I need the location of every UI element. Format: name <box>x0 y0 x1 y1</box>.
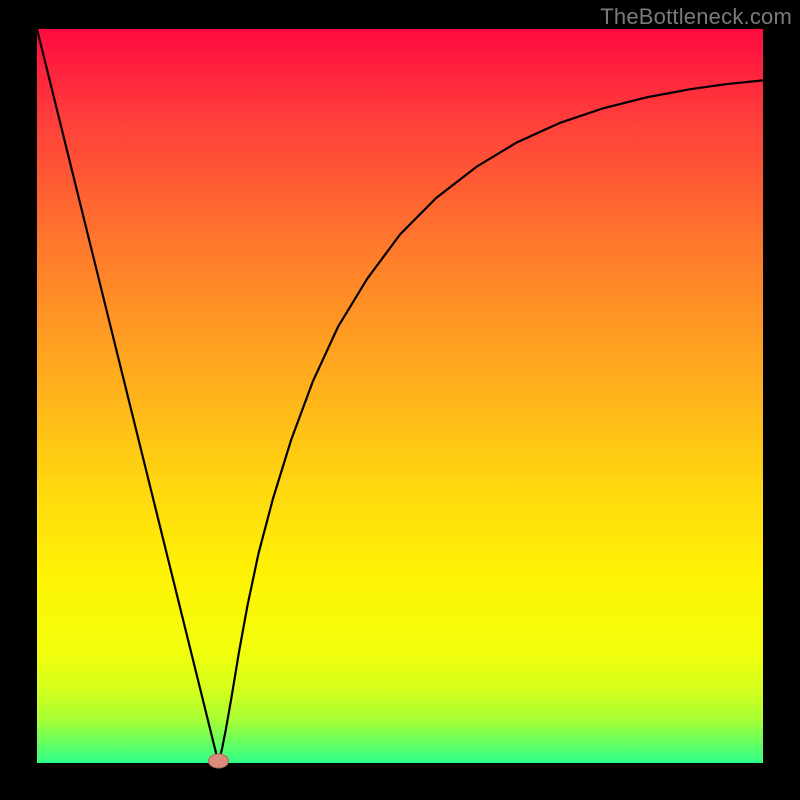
watermark-text: TheBottleneck.com <box>600 4 792 30</box>
plot-area <box>37 29 763 763</box>
curve-layer <box>37 29 763 763</box>
minimum-marker <box>209 754 229 768</box>
bottleneck-curve <box>37 29 763 763</box>
chart-container: TheBottleneck.com <box>0 0 800 800</box>
